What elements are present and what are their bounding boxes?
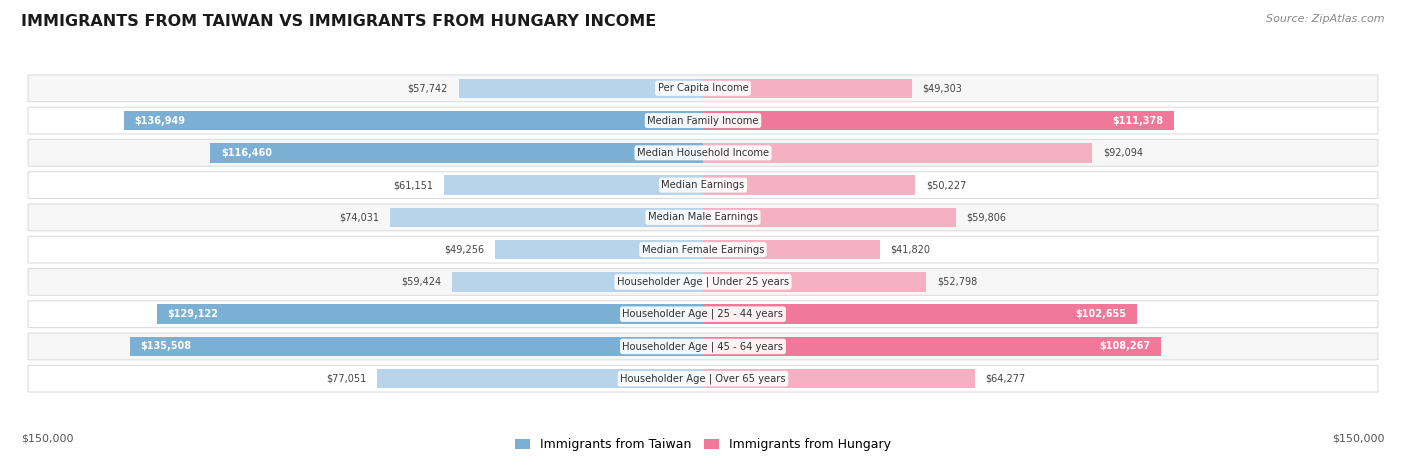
- Text: $136,949: $136,949: [135, 115, 186, 126]
- FancyBboxPatch shape: [28, 172, 1378, 198]
- Text: Householder Age | Under 25 years: Householder Age | Under 25 years: [617, 276, 789, 287]
- Text: $150,000: $150,000: [1333, 434, 1385, 444]
- Text: $59,424: $59,424: [401, 277, 441, 287]
- FancyBboxPatch shape: [28, 204, 1378, 231]
- Bar: [703, 143, 1092, 163]
- Text: $135,508: $135,508: [141, 341, 191, 352]
- Bar: [451, 272, 703, 291]
- Bar: [703, 208, 956, 227]
- Text: $49,303: $49,303: [922, 83, 962, 93]
- Bar: [157, 304, 703, 324]
- Bar: [458, 78, 703, 98]
- Bar: [495, 240, 703, 259]
- Text: $116,460: $116,460: [221, 148, 273, 158]
- Text: $49,256: $49,256: [444, 245, 484, 255]
- Bar: [703, 78, 911, 98]
- Bar: [211, 143, 703, 163]
- Text: Median Male Earnings: Median Male Earnings: [648, 212, 758, 222]
- Bar: [703, 304, 1137, 324]
- Text: $111,378: $111,378: [1112, 115, 1163, 126]
- Text: Median Earnings: Median Earnings: [661, 180, 745, 190]
- Text: $92,094: $92,094: [1104, 148, 1143, 158]
- FancyBboxPatch shape: [28, 365, 1378, 392]
- Bar: [703, 272, 927, 291]
- Bar: [703, 369, 974, 389]
- Bar: [703, 240, 880, 259]
- FancyBboxPatch shape: [28, 75, 1378, 102]
- Text: $150,000: $150,000: [21, 434, 73, 444]
- Text: Median Female Earnings: Median Female Earnings: [641, 245, 765, 255]
- Text: $50,227: $50,227: [927, 180, 966, 190]
- Text: $52,798: $52,798: [936, 277, 977, 287]
- Text: $77,051: $77,051: [326, 374, 367, 384]
- Text: $129,122: $129,122: [167, 309, 219, 319]
- Text: $41,820: $41,820: [890, 245, 931, 255]
- Text: $64,277: $64,277: [986, 374, 1026, 384]
- Text: $74,031: $74,031: [339, 212, 380, 222]
- Text: $61,151: $61,151: [394, 180, 433, 190]
- Text: $59,806: $59,806: [967, 212, 1007, 222]
- FancyBboxPatch shape: [28, 333, 1378, 360]
- FancyBboxPatch shape: [28, 269, 1378, 295]
- Text: $102,655: $102,655: [1076, 309, 1126, 319]
- FancyBboxPatch shape: [28, 301, 1378, 327]
- FancyBboxPatch shape: [28, 107, 1378, 134]
- Text: Median Family Income: Median Family Income: [647, 115, 759, 126]
- Text: Householder Age | Over 65 years: Householder Age | Over 65 years: [620, 374, 786, 384]
- FancyBboxPatch shape: [28, 236, 1378, 263]
- Text: $57,742: $57,742: [408, 83, 449, 93]
- Bar: [389, 208, 703, 227]
- Text: IMMIGRANTS FROM TAIWAN VS IMMIGRANTS FROM HUNGARY INCOME: IMMIGRANTS FROM TAIWAN VS IMMIGRANTS FRO…: [21, 14, 657, 29]
- Text: Householder Age | 25 - 44 years: Householder Age | 25 - 44 years: [623, 309, 783, 319]
- Bar: [444, 176, 703, 195]
- FancyBboxPatch shape: [28, 140, 1378, 166]
- Bar: [703, 176, 915, 195]
- Bar: [703, 337, 1161, 356]
- Text: Householder Age | 45 - 64 years: Householder Age | 45 - 64 years: [623, 341, 783, 352]
- Bar: [703, 111, 1174, 130]
- Text: Median Household Income: Median Household Income: [637, 148, 769, 158]
- Bar: [377, 369, 703, 389]
- Text: Source: ZipAtlas.com: Source: ZipAtlas.com: [1267, 14, 1385, 24]
- Text: Per Capita Income: Per Capita Income: [658, 83, 748, 93]
- Text: $108,267: $108,267: [1099, 341, 1150, 352]
- Bar: [124, 111, 703, 130]
- Legend: Immigrants from Taiwan, Immigrants from Hungary: Immigrants from Taiwan, Immigrants from …: [510, 433, 896, 456]
- Bar: [129, 337, 703, 356]
